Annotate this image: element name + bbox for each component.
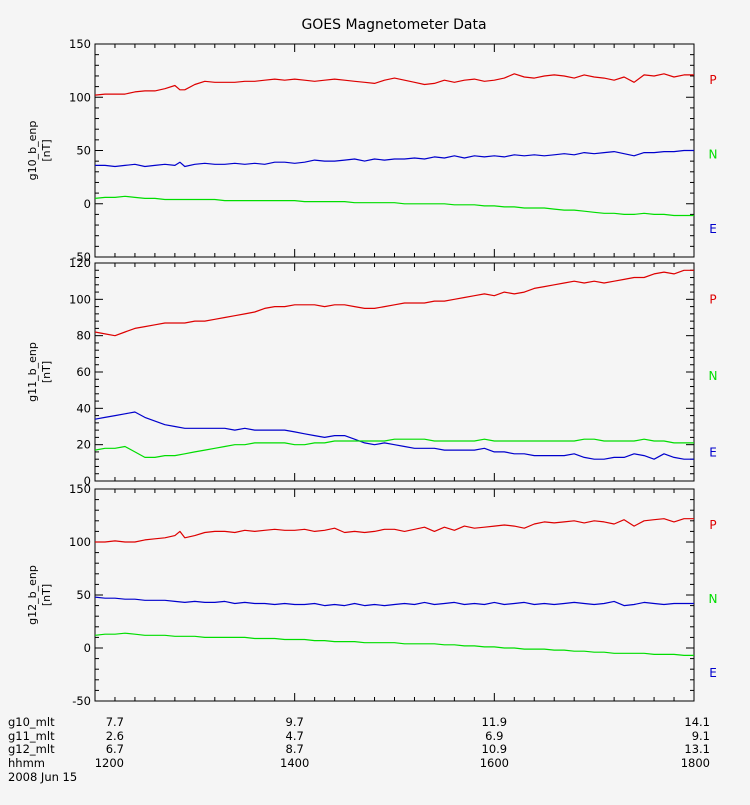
y-tick-label: 60: [76, 365, 91, 379]
series-line-e: [94, 438, 694, 458]
chart-title: GOES Magnetometer Data: [301, 17, 486, 33]
y-axis-label: g12_b_enp: [26, 565, 39, 625]
y-tick-label: 120: [69, 256, 91, 270]
legend-label-n: N: [709, 592, 718, 606]
footer-value: 1200: [95, 756, 124, 770]
y-tick-label: -50: [72, 250, 91, 264]
legend-label-e: E: [709, 666, 717, 680]
footer-value: 6.7: [106, 742, 124, 756]
panel-frame-3: [94, 488, 695, 702]
series-line-p: [94, 73, 694, 96]
y-tick-label: 150: [69, 482, 91, 496]
footer-value: 1600: [480, 756, 509, 770]
y-tick-label: 0: [84, 474, 91, 488]
footer-value: 4.7: [286, 729, 304, 743]
footer-row-label: hhmm: [8, 756, 45, 770]
series-line-p: [95, 518, 694, 543]
footer-value: 8.7: [286, 742, 304, 756]
series-line-e: [94, 195, 694, 217]
footer-row-label: g10_mlt: [8, 715, 55, 729]
footer-value: 14.1: [684, 715, 710, 729]
y-tick-label: -50: [72, 694, 91, 708]
y-axis-unit: [nT]: [40, 361, 53, 383]
y-tick-label: 150: [69, 37, 91, 51]
y-axis-label: g10_b_enp: [26, 121, 39, 181]
legend-label-p: P: [709, 293, 716, 307]
legend-label-e: E: [709, 222, 717, 236]
y-tick-label: 100: [69, 90, 91, 104]
y-axis-label: g11_b_enp: [26, 342, 39, 402]
series-line-n: [94, 411, 694, 460]
legend-label-p: P: [709, 518, 716, 532]
y-tick-label: 100: [69, 292, 91, 306]
series-line-e: [94, 632, 694, 657]
y-axis-unit: [nT]: [40, 139, 53, 161]
footer-date: 2008 Jun 15: [8, 770, 77, 784]
footer-value: 9.7: [286, 715, 304, 729]
panel-frame-2: [94, 262, 695, 482]
y-tick-label: 20: [76, 438, 91, 452]
legend-label-e: E: [709, 445, 717, 459]
panel-frame-1: [94, 43, 695, 258]
legend-label-p: P: [709, 73, 716, 87]
footer-value: 11.9: [482, 715, 508, 729]
footer-value: 1800: [681, 756, 710, 770]
footer-value: 6.9: [485, 729, 503, 743]
footer-value: 2.6: [106, 729, 124, 743]
footer-row-label: g11_mlt: [8, 729, 55, 743]
y-tick-label: 80: [76, 329, 91, 343]
y-tick-label: 40: [76, 401, 91, 415]
y-tick-label: 0: [84, 197, 91, 211]
y-tick-label: 50: [76, 144, 91, 158]
legend-label-n: N: [709, 369, 718, 383]
footer-row-label: g12_mlt: [8, 742, 55, 756]
series-line-n: [94, 596, 694, 607]
y-tick-label: 0: [84, 641, 91, 655]
y-tick-label: 100: [69, 535, 91, 549]
footer-value: 9.1: [692, 729, 710, 743]
y-axis-unit: [nT]: [40, 584, 53, 606]
legend-label-n: N: [709, 148, 718, 162]
footer-value: 7.7: [106, 715, 124, 729]
series-line-p: [94, 269, 694, 337]
footer-value: 10.9: [482, 742, 508, 756]
series-line-n: [95, 149, 694, 168]
footer-value: 13.1: [684, 742, 710, 756]
footer-value: 1400: [280, 756, 309, 770]
y-tick-label: 50: [76, 588, 91, 602]
